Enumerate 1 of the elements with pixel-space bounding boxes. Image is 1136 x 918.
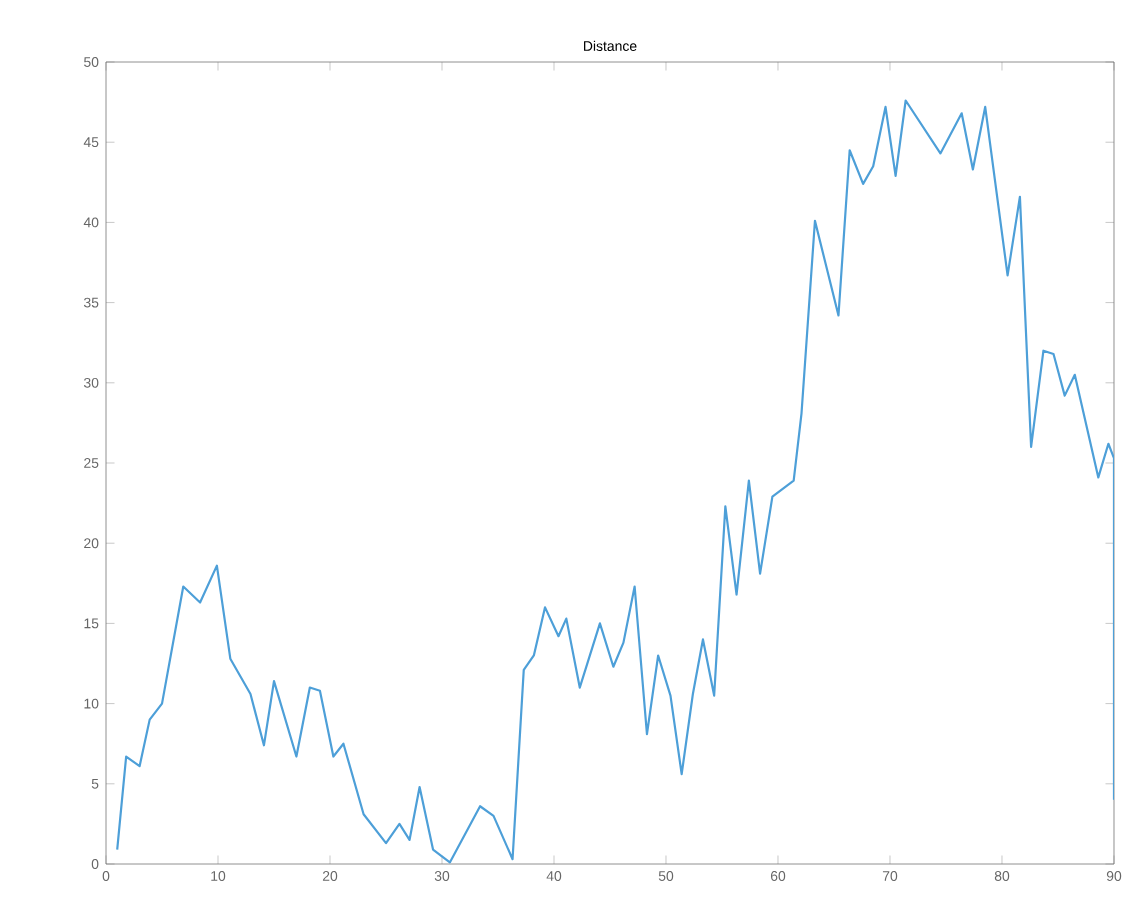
line-series bbox=[116, 99, 1114, 864]
